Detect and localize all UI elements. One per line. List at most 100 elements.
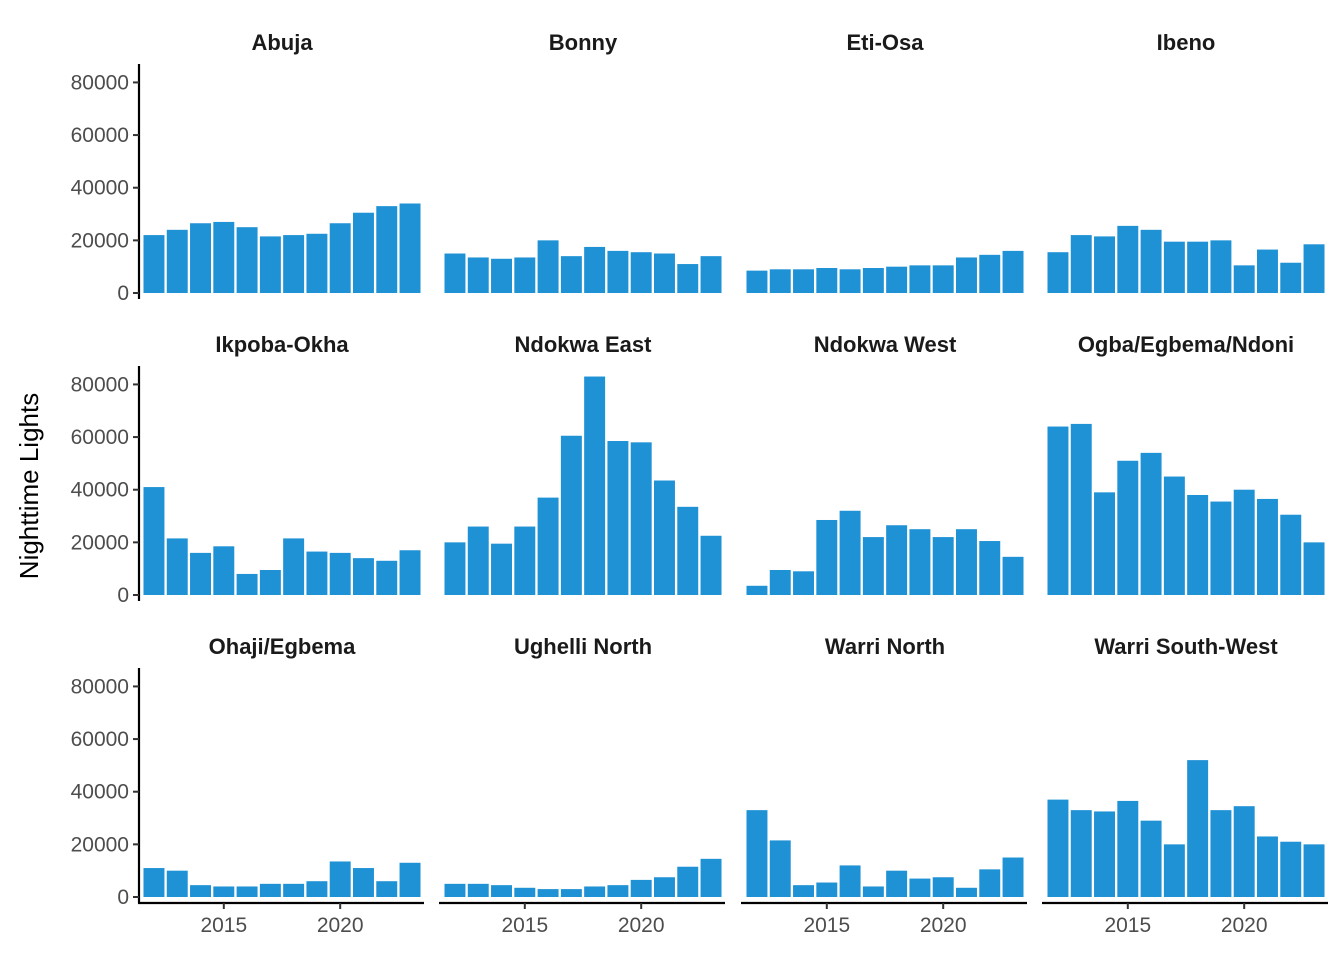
- bar: [376, 560, 398, 595]
- bar: [213, 221, 235, 293]
- bar: [329, 861, 351, 897]
- bar: [654, 253, 675, 293]
- bar: [444, 542, 466, 595]
- bar: [839, 510, 861, 595]
- y-tick-label: 60000: [71, 728, 129, 751]
- bar: [376, 206, 398, 293]
- facet-title: Ndokwa East: [515, 332, 653, 357]
- y-tick-label: 60000: [71, 124, 129, 147]
- y-tick-label: 20000: [71, 229, 129, 252]
- y-tick-label: 80000: [71, 373, 129, 396]
- bar: [769, 269, 791, 293]
- bar: [816, 519, 838, 595]
- x-tick-label: 2015: [501, 914, 548, 937]
- bar: [190, 885, 211, 897]
- facet-title: Ughelli North: [514, 634, 652, 659]
- x-tick-label: 2020: [317, 914, 364, 937]
- facet-title: Warri South-West: [1094, 634, 1278, 659]
- x-tick-label: 2015: [1104, 914, 1151, 937]
- bar: [491, 885, 512, 897]
- bar: [1094, 492, 1115, 595]
- bar: [1047, 252, 1069, 293]
- bar: [654, 877, 675, 897]
- y-tick-label: 80000: [71, 675, 129, 698]
- bar: [259, 236, 281, 293]
- facet-panel: Ndokwa West: [746, 332, 1024, 595]
- bar: [491, 543, 512, 595]
- bar: [353, 558, 374, 595]
- bar: [956, 529, 977, 595]
- bar: [746, 810, 768, 897]
- bar: [283, 235, 305, 293]
- bar: [700, 858, 722, 897]
- bar: [677, 264, 699, 293]
- facet-panel: Warri South-West 2015 2020: [1042, 634, 1328, 937]
- bar: [816, 267, 838, 293]
- bar: [143, 487, 165, 595]
- facet-title: Bonny: [549, 30, 618, 55]
- bar: [537, 497, 559, 595]
- bar: [1070, 810, 1092, 897]
- bar: [560, 435, 582, 595]
- bar: [1163, 476, 1185, 595]
- bar: [283, 538, 305, 595]
- bar: [1233, 806, 1255, 897]
- bar: [654, 480, 675, 595]
- bar: [353, 868, 374, 897]
- bar: [677, 866, 699, 897]
- bar: [467, 526, 489, 595]
- bar: [932, 265, 954, 293]
- bar: [1117, 460, 1139, 595]
- bar: [1002, 857, 1024, 897]
- bar: [1070, 423, 1092, 595]
- bar: [143, 868, 165, 897]
- bar: [839, 865, 861, 897]
- bar: [213, 886, 235, 897]
- bar: [909, 529, 931, 595]
- bar: [909, 878, 931, 897]
- bar: [746, 585, 768, 595]
- bar: [1233, 265, 1255, 293]
- bar: [607, 441, 629, 595]
- bar: [1140, 820, 1162, 897]
- bar: [1094, 236, 1115, 293]
- x-tick-label: 2015: [803, 914, 850, 937]
- bar: [862, 537, 884, 595]
- x-tick-label: 2020: [1221, 914, 1268, 937]
- bar: [932, 537, 954, 595]
- bar: [1280, 262, 1302, 293]
- bar: [886, 525, 908, 595]
- bar: [630, 442, 652, 595]
- y-tick-label: 0: [117, 282, 129, 305]
- facet-title: Ikpoba-Okha: [215, 332, 349, 357]
- bar: [1280, 841, 1302, 897]
- bar: [1094, 811, 1115, 897]
- bar: [1233, 489, 1255, 595]
- bar: [956, 257, 977, 293]
- bar: [607, 885, 629, 897]
- bar: [467, 883, 489, 897]
- bar: [1303, 244, 1325, 293]
- bar: [1002, 250, 1024, 293]
- facet-title: Warri North: [825, 634, 945, 659]
- bar: [956, 887, 977, 897]
- bar: [1070, 235, 1092, 293]
- bar: [584, 246, 606, 293]
- bar: [376, 881, 398, 897]
- bar: [1047, 426, 1069, 595]
- facet-panel: Abuja 0 20000 40000 60000 80000: [71, 30, 421, 305]
- bar: [514, 887, 536, 897]
- bar: [1187, 494, 1209, 595]
- bar: [259, 883, 281, 897]
- y-tick-label: 0: [117, 886, 129, 909]
- bar: [1140, 229, 1162, 293]
- bar: [1163, 844, 1185, 897]
- bar: [1163, 241, 1185, 293]
- bar: [306, 233, 328, 293]
- bar: [700, 256, 722, 293]
- y-tick-label: 20000: [71, 531, 129, 554]
- bar: [1257, 498, 1278, 595]
- facet-title: Ibeno: [1157, 30, 1216, 55]
- y-axis-title: Nighttime Lights: [14, 393, 44, 579]
- bar: [1210, 240, 1232, 293]
